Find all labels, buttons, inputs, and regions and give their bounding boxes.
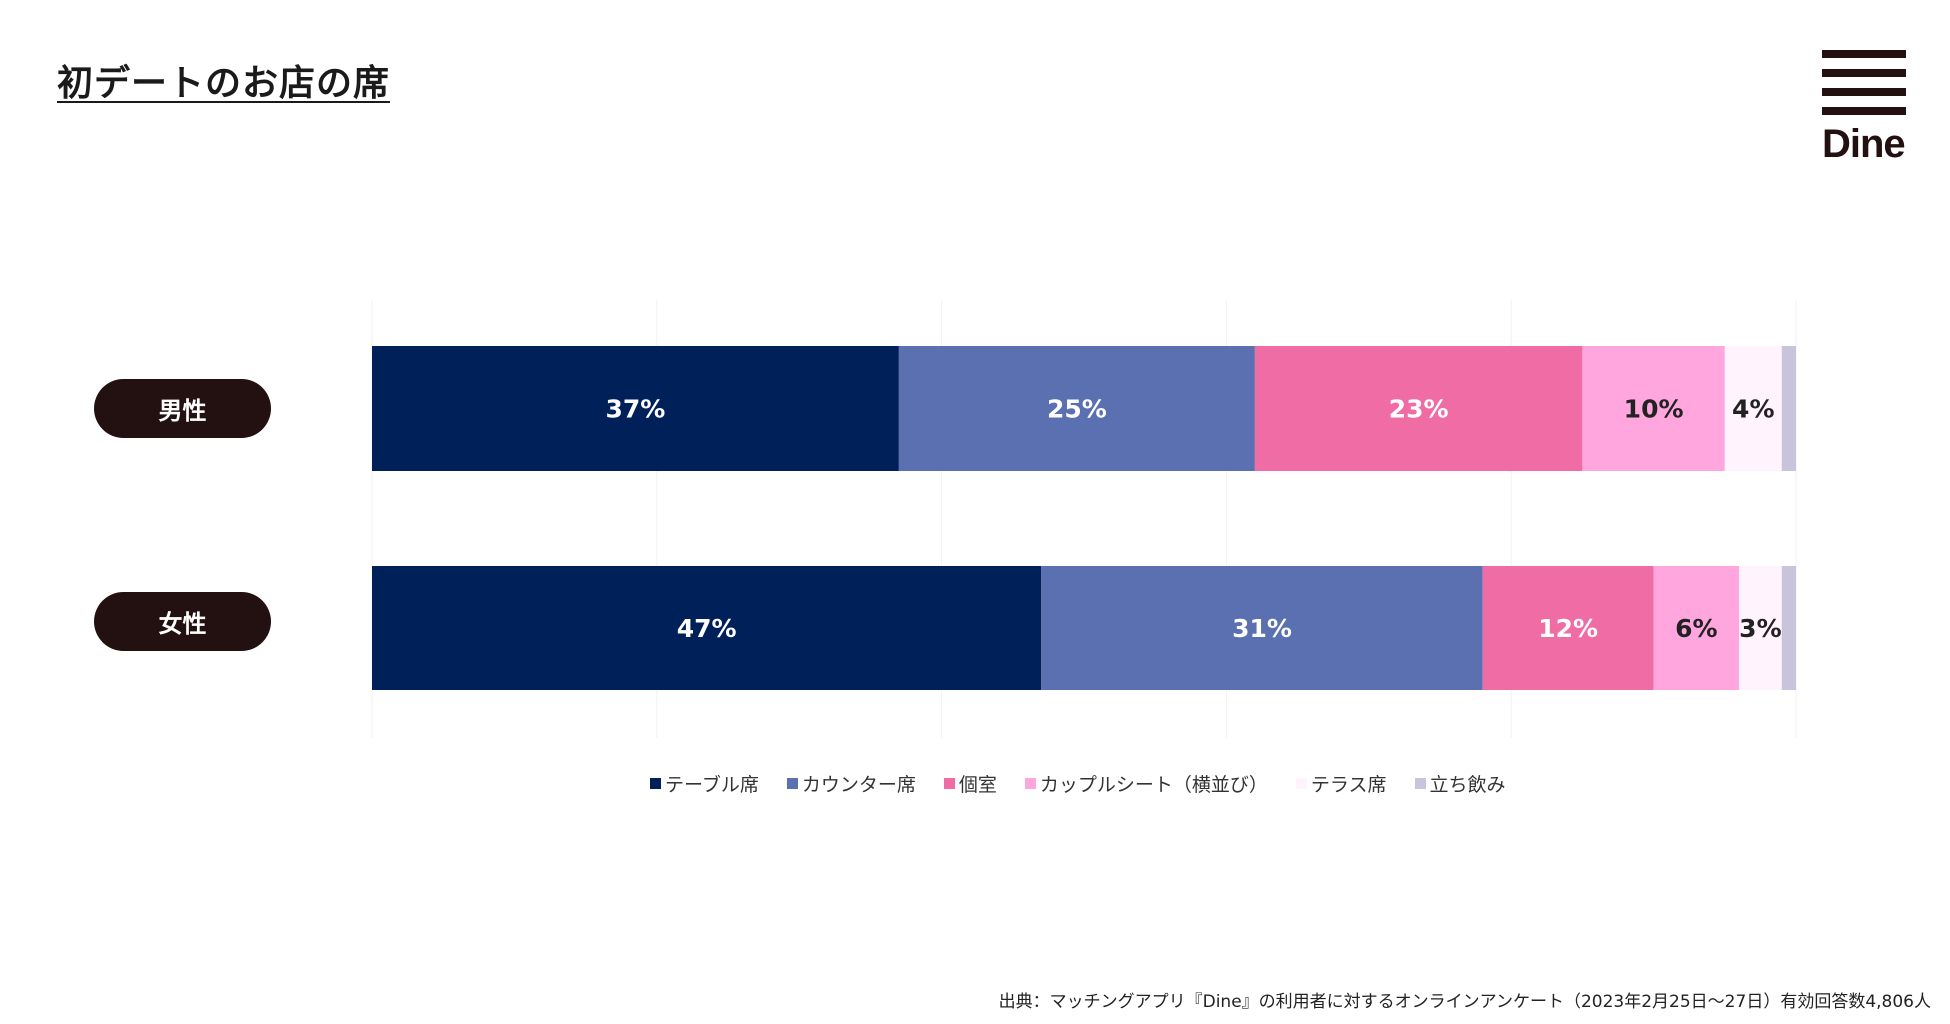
data-label: 37%: [606, 395, 666, 424]
legend-label: カウンター席: [801, 774, 916, 796]
legend-swatch: [1024, 778, 1036, 789]
bar-segment: [1724, 346, 1782, 471]
bar-segment: [1582, 346, 1725, 471]
bar-segment: [1781, 346, 1796, 471]
legend-swatch: [1414, 778, 1426, 789]
category-label-male: 男性: [94, 379, 271, 438]
legend-item: カップルシート（横並び）: [1024, 770, 1268, 797]
logo-bar: [1822, 107, 1906, 115]
data-label: 25%: [1047, 395, 1107, 424]
data-label: 3%: [1739, 614, 1781, 643]
category-label-female: 女性: [94, 592, 271, 651]
legend-swatch: [786, 778, 798, 789]
data-label: 12%: [1538, 614, 1598, 643]
bar-segment: [372, 566, 1042, 690]
data-label: 10%: [1624, 395, 1684, 424]
legend-label: 個室: [958, 774, 997, 796]
legend-item: テラス席: [1295, 770, 1387, 797]
bar-segment: [1781, 566, 1796, 690]
legend-swatch: [1295, 778, 1307, 789]
bar-segment: [1254, 346, 1583, 471]
bar-segment: [1482, 566, 1654, 690]
logo-bar: [1822, 50, 1906, 58]
legend-item: 個室: [943, 770, 997, 797]
data-label: 4%: [1732, 395, 1774, 424]
logo-text: Dine: [1822, 122, 1906, 166]
legend-label: 立ち飲み: [1429, 774, 1506, 796]
bar-segment: [898, 346, 1255, 471]
legend-label: テーブル席: [665, 774, 759, 796]
logo-bar: [1822, 88, 1906, 96]
page-title: 初デートのお店の席: [57, 63, 391, 104]
legend-label: テラス席: [1310, 774, 1387, 796]
legend-item: テーブル席: [650, 770, 759, 797]
bar-segment: [372, 346, 899, 471]
legend-item: カウンター席: [786, 770, 916, 797]
legend-item: 立ち飲み: [1414, 770, 1506, 797]
bar-segment: [1041, 566, 1483, 690]
data-label: 31%: [1232, 614, 1292, 643]
logo-bar: [1822, 69, 1906, 77]
bar-segment: [1653, 566, 1740, 690]
bar-segment: [1739, 566, 1782, 690]
legend-label: カップルシート（横並び）: [1039, 774, 1268, 796]
legend-swatch: [650, 778, 661, 789]
data-label: 23%: [1389, 395, 1449, 424]
data-label: 6%: [1675, 614, 1717, 643]
dine-logo: Dine: [1822, 50, 1912, 167]
source-note: 出典：マッチングアプリ『Dine』の利用者に対するオンラインアンケート（2023…: [998, 992, 1931, 1012]
legend-swatch: [943, 778, 955, 789]
data-label: 47%: [677, 614, 737, 643]
legend: テーブル席 カウンター席 個室 カップルシート（横並び） テラス席 立ち飲み: [650, 770, 1506, 797]
